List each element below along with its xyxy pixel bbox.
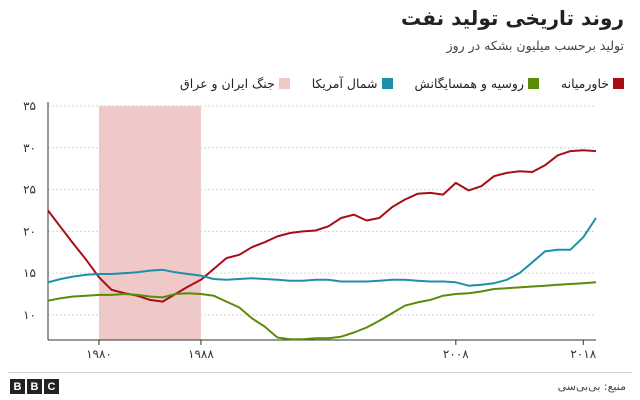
middle-east-line <box>47 149 597 303</box>
bbc-logo-block: C <box>44 379 59 394</box>
y-tick-label: ۳۰ <box>23 141 36 155</box>
bbc-logo-block: B <box>27 379 42 394</box>
legend-label-war: جنگ ایران و عراق <box>180 76 275 91</box>
war-period-band <box>98 106 201 340</box>
legend-swatch-middle-east <box>613 78 624 89</box>
bbc-logo: B B C <box>10 379 59 394</box>
russia-line <box>47 281 597 341</box>
legend-item-war: جنگ ایران و عراق <box>180 76 290 91</box>
legend-swatch-war <box>278 78 290 89</box>
y-tick-label: ۳۵ <box>23 99 36 113</box>
x-tick-label: ۲۰۰۸ <box>443 347 469 361</box>
legend-label-north-america: شمال آمریکا <box>311 76 378 91</box>
footer-divider <box>8 372 632 373</box>
y-tick-label: ۲۵ <box>23 183 36 197</box>
legend-item-north-america: شمال آمریکا <box>312 76 393 91</box>
legend-label-middle-east: خاورمیانه <box>560 76 609 91</box>
chart-subtitle: تولید برحسب میلیون بشکه در روز <box>446 38 624 53</box>
y-tick-label: ۲۰ <box>23 224 36 238</box>
oil-production-chart: ۱۰ ۱۵ ۲۰ ۲۵ ۳۰ ۳۵ ۱۹۸۰ ۱۹۸۸ ۲۰۰۸ ۲۰۱۸ <box>23 99 597 361</box>
x-tick-label: ۱۹۸۰ <box>86 347 112 361</box>
legend-swatch-russia <box>527 78 539 89</box>
source-note: منبع: بی‌بی‌سی <box>557 380 626 393</box>
chart-title: روند تاریخی تولید نفت <box>401 6 624 30</box>
bbc-logo-block: B <box>10 379 25 394</box>
x-tick-label: ۱۹۸۸ <box>188 347 214 361</box>
legend-item-russia: روسیه و همسایگانش <box>415 76 539 91</box>
legend-label-russia: روسیه و همسایگانش <box>414 76 524 91</box>
x-tick-label: ۲۰۱۸ <box>570 347 596 361</box>
north-america-line <box>47 217 597 287</box>
chart-legend: خاورمیانه روسیه و همسایگانش شمال آمریکا … <box>180 76 624 91</box>
y-tick-label: ۱۰ <box>23 308 36 322</box>
legend-swatch-north-america <box>381 78 393 89</box>
legend-item-middle-east: خاورمیانه <box>561 76 624 91</box>
y-tick-label: ۱۵ <box>23 266 36 280</box>
